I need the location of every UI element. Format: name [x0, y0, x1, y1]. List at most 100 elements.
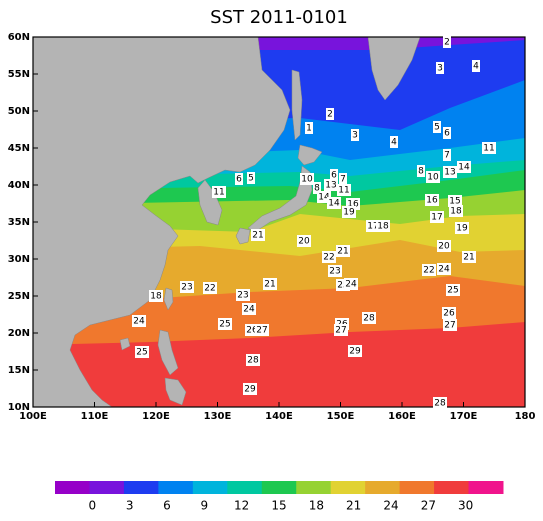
- contour-label: 24: [438, 265, 450, 275]
- contour-label: 22: [204, 284, 215, 294]
- contour-label-box: [443, 319, 457, 331]
- contour-label: 8: [314, 184, 320, 194]
- x-tick-label: 160E: [388, 411, 416, 422]
- contour-label: 5: [248, 174, 254, 184]
- contour-label-box: [437, 240, 451, 252]
- colorbar-label: 30: [458, 499, 473, 513]
- y-tick-label: 45N: [8, 143, 30, 154]
- contour-label: 11: [213, 188, 224, 198]
- contour-label-box: [390, 136, 398, 148]
- contour-label: 15: [449, 197, 460, 207]
- colorbar-swatch: [434, 481, 470, 494]
- contour-label: 16: [347, 200, 359, 210]
- x-tick-label: 110E: [81, 411, 109, 422]
- contour-label-box: [330, 169, 338, 181]
- colorbar-swatch: [55, 481, 90, 494]
- contour-label: 23: [181, 283, 192, 293]
- contour-label: 27: [444, 321, 455, 331]
- contour-label: 6: [236, 175, 242, 185]
- contour-label: 23: [329, 267, 340, 277]
- contour-label-box: [336, 245, 350, 257]
- contour-label-box: [442, 307, 456, 319]
- contour-label-box: [313, 182, 321, 194]
- contour-label: 17: [367, 222, 378, 232]
- contour-label-box: [218, 318, 232, 330]
- colorbar-swatch: [89, 481, 125, 494]
- colorbar-swatch: [468, 481, 504, 494]
- contour-label: 1: [306, 124, 312, 134]
- colorbar-label: 6: [163, 499, 171, 513]
- y-tick-label: 25N: [8, 291, 30, 302]
- contour-label: 10: [301, 175, 313, 185]
- kyushu: [235, 227, 251, 245]
- colorbar-label: 15: [271, 499, 286, 513]
- y-tick-label: 35N: [8, 217, 30, 228]
- y-tick-label: 55N: [8, 69, 30, 80]
- contour-label: 18: [450, 207, 462, 217]
- contour-label-box: [462, 251, 476, 263]
- contour-label-box: [235, 173, 243, 185]
- colorbar-label: 12: [234, 499, 249, 513]
- contour-label-box: [255, 324, 269, 336]
- contour-label-box: [344, 278, 358, 290]
- contour-label: 18: [150, 292, 162, 302]
- contour-label: 14: [318, 193, 330, 203]
- contour-label: 28: [434, 399, 446, 409]
- contour-label-box: [433, 397, 447, 409]
- contour-label-box: [322, 251, 336, 263]
- contour-label: 25: [447, 286, 458, 296]
- contour-label: 14: [458, 163, 470, 173]
- contour-label: 7: [444, 151, 450, 161]
- contour-label-box: [443, 36, 451, 48]
- colorbar-label: 0: [89, 499, 97, 513]
- contour-label-box: [242, 303, 256, 315]
- contour-label-box: [236, 289, 250, 301]
- mainland: [33, 37, 291, 407]
- contour-label: 11: [483, 144, 494, 154]
- taiwan: [163, 287, 174, 311]
- x-tick-label: 130E: [204, 411, 232, 422]
- contour-label-box: [351, 129, 359, 141]
- contour-label-box: [422, 264, 436, 276]
- contour-label-box: [212, 186, 226, 198]
- contour-label: 21: [337, 247, 348, 257]
- contour-label-box: [263, 278, 277, 290]
- contour-label-box: [362, 312, 376, 324]
- contour-label: 23: [237, 291, 248, 301]
- land: [33, 37, 421, 407]
- contour-label: 7: [340, 175, 346, 185]
- colorbar-swatch: [123, 481, 159, 494]
- luzon: [157, 329, 179, 376]
- colorbar-swatch: [158, 481, 194, 494]
- contour-label: 24: [345, 280, 357, 290]
- x-tick-label: 140E: [265, 411, 293, 422]
- sakhalin: [291, 69, 303, 141]
- contour-label: 24: [133, 317, 145, 327]
- x-tick-label: 120E: [142, 411, 170, 422]
- contour-label-box: [251, 229, 265, 241]
- y-tick-label: 15N: [8, 365, 30, 376]
- y-tick-label: 10N: [8, 402, 30, 413]
- x-tick-label: 150E: [327, 411, 355, 422]
- contour-label-box: [348, 345, 362, 357]
- contour-label: 5: [434, 123, 440, 133]
- hokkaido: [297, 144, 323, 166]
- contour-label: 4: [391, 138, 397, 148]
- contour-label: 26: [443, 309, 455, 319]
- contour-label-box: [327, 197, 341, 209]
- contour-label: 11: [338, 186, 349, 196]
- contour-label-box: [149, 290, 163, 302]
- contour-label-box: [455, 222, 469, 234]
- contour-label: 21: [264, 280, 275, 290]
- contour-label: 29: [244, 385, 256, 395]
- contour-label-box: [334, 324, 348, 336]
- colorbar-label: 24: [383, 499, 398, 513]
- contour-label: 8: [418, 167, 424, 177]
- contour-label-box: [135, 346, 149, 358]
- contour-label-box: [376, 220, 390, 232]
- contour-label-box: [342, 206, 356, 218]
- contour-label: 4: [473, 62, 479, 72]
- contour-label-box: [443, 127, 451, 139]
